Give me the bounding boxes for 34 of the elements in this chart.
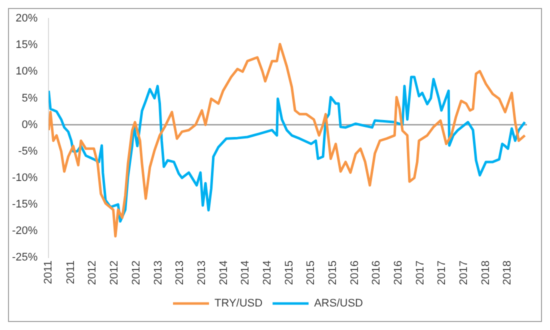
y-tick-label: -25%: [12, 252, 38, 264]
x-tick-label: 2014: [261, 260, 274, 286]
x-tick-label: 2014: [239, 260, 252, 286]
x-tick-label: 2014: [218, 260, 230, 286]
x-tick-label: 2013: [196, 260, 208, 286]
y-tick-label: -10%: [12, 172, 38, 184]
y-tick-label: 0%: [22, 118, 38, 131]
x-tick-label: 2018: [480, 260, 492, 286]
x-tick-label: 2016: [370, 260, 382, 286]
x-tick-label: 2013: [174, 260, 186, 286]
x-tick-label: 2013: [152, 260, 164, 286]
y-tick-label: -5%: [18, 145, 38, 158]
x-tick-label: 2018: [501, 260, 514, 286]
x-tick-label: 2015: [326, 260, 339, 286]
y-tick-label: 20%: [16, 12, 38, 25]
y-tick-label: 5%: [22, 92, 38, 104]
x-tick-label: 2016: [392, 260, 405, 286]
x-tick-label: 2011: [64, 260, 77, 284]
legend-label: ARS/USD: [314, 298, 364, 310]
y-tick-label: -15%: [12, 198, 38, 210]
x-tick-label: 2012: [108, 260, 120, 286]
legend-label: TRY/USD: [214, 298, 263, 310]
x-tick-label: 2017: [458, 260, 470, 286]
x-tick-label: 2017: [414, 260, 426, 286]
y-tick-label: -20%: [12, 225, 38, 238]
y-tick-label: 15%: [16, 39, 38, 52]
x-tick-label: 2016: [348, 260, 361, 286]
x-tick-label: 2012: [130, 260, 142, 286]
x-tick-label: 2012: [86, 260, 99, 286]
y-tick-label: 10%: [16, 66, 38, 78]
x-tick-label: 2015: [283, 260, 296, 286]
x-tick-label: 2015: [304, 260, 317, 286]
x-tick-label: 2011: [42, 260, 55, 284]
x-tick-label: 2017: [436, 260, 448, 286]
